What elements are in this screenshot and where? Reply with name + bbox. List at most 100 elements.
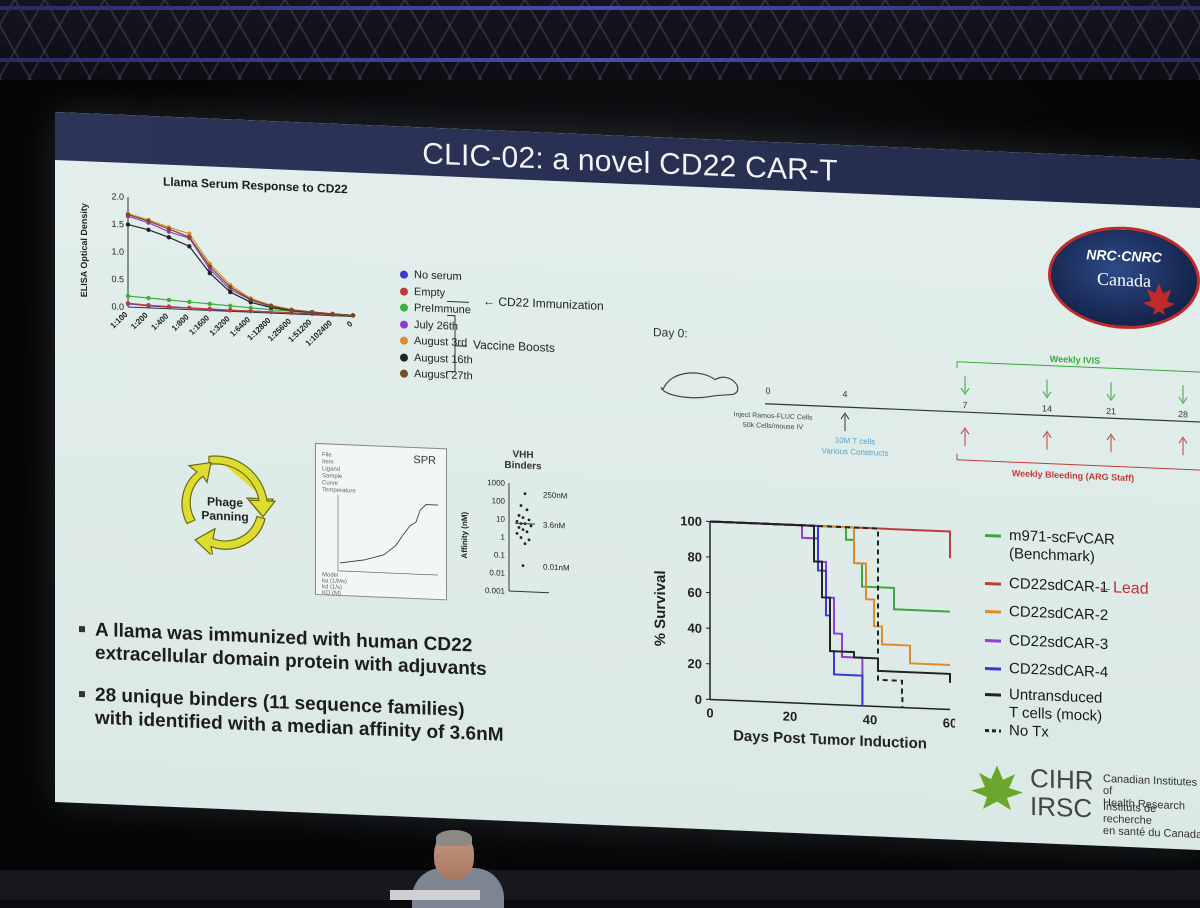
timeline-tick: 21 (1106, 406, 1116, 416)
tcell-note-line: 10M T cells (835, 436, 876, 447)
timeline-axis (765, 404, 1200, 423)
vaccine-boosts-annotation: Vaccine Boosts (473, 338, 555, 355)
vhh-data-point (528, 538, 531, 541)
vhh-y-tick: 0.001 (485, 586, 506, 596)
vhh-y-tick: 10 (496, 514, 505, 523)
legend-bracket (445, 273, 475, 384)
survival-legend-label: CD22sdCAR-1 (1009, 575, 1108, 596)
spr-field-label: Item (322, 459, 334, 465)
maple-leaf-icon (1139, 278, 1179, 320)
legend-swatch (400, 353, 408, 361)
bleeding-arrow (1179, 437, 1187, 455)
bullet-immunized: A llama was immunized with human CD22 ex… (95, 619, 487, 681)
legend-swatch (985, 534, 1001, 538)
legend-swatch (400, 337, 408, 345)
elisa-data-point (167, 235, 171, 240)
elisa-series-line (128, 225, 353, 316)
bullet-immunized-text: A llama was immunized with human CD22 ex… (95, 620, 487, 680)
elisa-legend-item: Empty (400, 285, 445, 299)
elisa-legend-label: Empty (414, 286, 445, 299)
survival-legend-item: CD22sdCAR-4 (1009, 660, 1108, 682)
bleeding-arrow (1107, 434, 1115, 452)
cihr-leaf-icon (967, 760, 1029, 823)
vhh-x-axis (509, 591, 549, 593)
nrc-cnrc-logo: NRC·CNRC Canada (1048, 224, 1200, 332)
spr-title: SPR (413, 454, 436, 467)
survival-y-tick: 80 (688, 549, 702, 565)
survival-legend-label: CD22sdCAR-3 (1009, 632, 1108, 653)
vhh-data-point (516, 532, 519, 535)
spr-sensorgram (334, 491, 442, 580)
survival-legend-item: CD22sdCAR-2 (1009, 603, 1108, 625)
vhh-data-point (520, 536, 523, 539)
elisa-data-point (228, 304, 232, 309)
stage-floor (0, 870, 1200, 900)
tcell-injection-arrow (841, 413, 849, 431)
survival-legend-label: m971-scFvCAR (Benchmark) (1009, 527, 1115, 566)
elisa-x-tick: 1:1600 (187, 313, 211, 337)
vhh-y-tick: 100 (492, 496, 506, 506)
immunization-annotation: ← CD22 Immunization (483, 294, 604, 313)
cihr-french-name: Instituts de recherche en santé du Canad… (1103, 801, 1200, 841)
ivis-arrow (1179, 385, 1187, 403)
survival-legend-item: Untransduced T cells (mock) (1009, 686, 1102, 726)
projected-slide: CLIC-02: a novel CD22 CAR-T Llama Serum … (55, 112, 1200, 850)
elisa-x-tick: 1:100 (109, 310, 130, 331)
elisa-y-tick: 1.0 (111, 246, 124, 257)
elisa-series-line (128, 216, 353, 315)
truss-light-bar (0, 6, 1200, 10)
weekly-bleeding-label: Weekly Bleeding (ARG Staff) (1012, 468, 1134, 483)
elisa-x-tick: 1:3200 (208, 314, 232, 338)
phage-panning-label: Phage Panning (195, 494, 255, 525)
vhh-value-label: 0.01nM (543, 562, 570, 572)
legend-swatch (400, 287, 408, 295)
survival-x-tick: 60 (943, 715, 955, 731)
vhh-median-line (515, 523, 535, 524)
legend-swatch (985, 582, 1001, 586)
legend-swatch (400, 271, 408, 279)
survival-x-tick: 40 (863, 712, 877, 728)
survival-y-tick: 100 (680, 513, 702, 529)
vhh-data-point (518, 526, 521, 529)
vhh-y-tick: 1 (501, 533, 506, 542)
vhh-y-tick: 1000 (487, 478, 505, 488)
immunization-annotation-text: CD22 Immunization (498, 295, 603, 313)
survival-legend-label: CD22sdCAR-4 (1009, 660, 1108, 681)
bullet-marker (79, 691, 85, 697)
survival-x-axis (710, 699, 950, 709)
timeline-tick: 14 (1042, 403, 1052, 413)
elisa-series-line (128, 215, 353, 316)
vhh-y-label: Affinity (nM) (460, 511, 469, 558)
survival-legend-item: CD22sdCAR-3 (1009, 632, 1108, 654)
lead-annotation: ←Lead (1097, 579, 1149, 599)
survival-x-tick: 0 (706, 705, 713, 720)
elisa-y-tick: 1.5 (111, 219, 124, 230)
vhh-data-point (526, 508, 529, 511)
vhh-data-point (520, 504, 523, 507)
vhh-y-tick: 0.01 (489, 568, 505, 578)
legend-swatch (985, 693, 1001, 697)
irsc-acronym: IRSC (1030, 793, 1092, 822)
vhh-data-point (524, 542, 527, 545)
elisa-data-point (167, 298, 171, 303)
legend-swatch (400, 370, 408, 378)
tcell-note-line: Various Constructs (822, 446, 889, 458)
weekly-ivis-label: Weekly IVIS (1050, 354, 1100, 366)
elisa-y-tick: 2.0 (111, 191, 124, 202)
inject-note-line: Inject Ramos-FLUC Cells (734, 411, 813, 421)
spr-field-label: Sample (322, 473, 342, 480)
elisa-data-point (228, 308, 232, 313)
bleeding-arrow (1043, 431, 1051, 449)
survival-x-tick: 20 (783, 709, 797, 725)
vhh-data-point (530, 524, 533, 527)
survival-legend-label: Untransduced T cells (mock) (1009, 686, 1102, 725)
laptop (390, 890, 480, 900)
survival-legend-label: CD22sdCAR-2 (1009, 603, 1108, 624)
ivis-arrow (1107, 382, 1115, 400)
elisa-data-point (208, 302, 212, 307)
elisa-data-point (126, 222, 130, 227)
